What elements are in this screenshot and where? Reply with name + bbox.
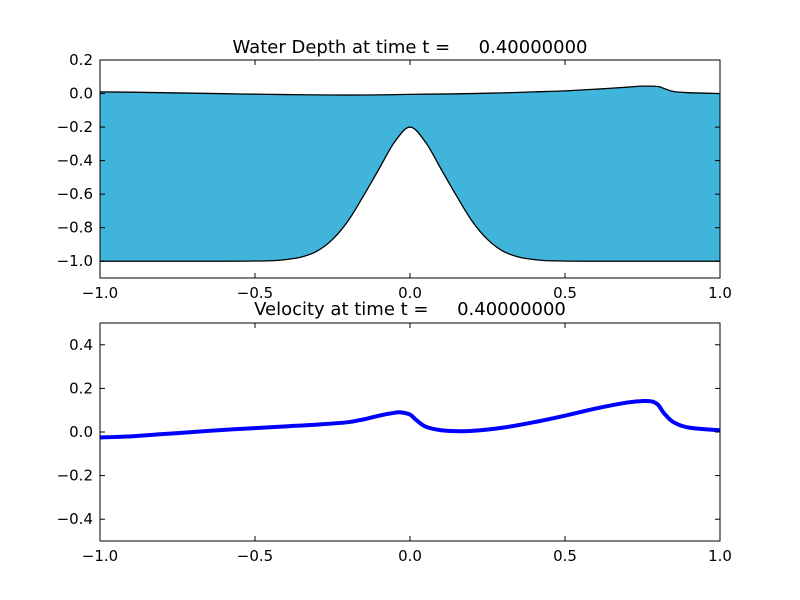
water-depth-ytick-label: −0.8 bbox=[57, 219, 93, 237]
velocity-line bbox=[99, 398, 721, 440]
water-depth-xtick-label: 0.5 bbox=[553, 284, 577, 302]
water-depth-ytick-label: −0.6 bbox=[57, 185, 93, 203]
water-depth-ytick-label: −0.2 bbox=[57, 118, 93, 136]
water-surface-line bbox=[99, 85, 721, 96]
velocity-title: Velocity at time t = 0.40000000 bbox=[254, 299, 566, 320]
water-depth-xtick-label: −1.0 bbox=[82, 284, 118, 302]
velocity-xtick-label: 1.0 bbox=[708, 547, 732, 565]
velocity-axes: Velocity at time t = 0.40000000 −1.0 −0.5… bbox=[57, 299, 732, 565]
water-depth-line-layer bbox=[99, 85, 721, 262]
water-depth-ytick-label: −1.0 bbox=[57, 252, 93, 270]
velocity-xtick-label: −1.0 bbox=[82, 547, 118, 565]
velocity-ticks: −1.0 −0.5 0.0 0.5 1.0 0.4 0.2 0.0 −0.2 −0.4 bbox=[57, 323, 732, 565]
water-depth-xtick-label: 0.0 bbox=[398, 284, 422, 302]
water-depth-ticks: −1.0 −0.5 0.0 0.5 1.0 0.2 0.0 −0.2 −0.4 −0.6 −0.8 −… bbox=[57, 51, 732, 302]
water-depth-ytick-label: 0.2 bbox=[69, 51, 93, 69]
water-depth-fill-layer bbox=[100, 86, 720, 262]
velocity-ytick-label: −0.4 bbox=[57, 510, 93, 528]
velocity-xtick-label: −0.5 bbox=[237, 547, 273, 565]
velocity-line-layer bbox=[99, 398, 721, 440]
water-depth-ytick-label: 0.0 bbox=[69, 85, 93, 103]
bottom-topography-line bbox=[99, 126, 721, 262]
velocity-ytick-label: −0.2 bbox=[57, 467, 93, 485]
water-depth-xtick-label: −0.5 bbox=[237, 284, 273, 302]
velocity-ytick-label: 0.4 bbox=[69, 336, 93, 354]
velocity-ytick-label: 0.2 bbox=[69, 379, 93, 397]
water-depth-xtick-label: 1.0 bbox=[708, 284, 732, 302]
water-fill-area bbox=[100, 86, 720, 262]
water-depth-title: Water Depth at time t = 0.40000000 bbox=[233, 37, 588, 58]
velocity-xtick-label: 0.5 bbox=[553, 547, 577, 565]
water-depth-axes: Water Depth at time t = 0.40000000 −1.0−… bbox=[57, 37, 732, 302]
velocity-ytick-label: 0.0 bbox=[69, 423, 93, 441]
water-depth-ytick-label: −0.4 bbox=[57, 152, 93, 170]
velocity-xtick-label: 0.0 bbox=[398, 547, 422, 565]
